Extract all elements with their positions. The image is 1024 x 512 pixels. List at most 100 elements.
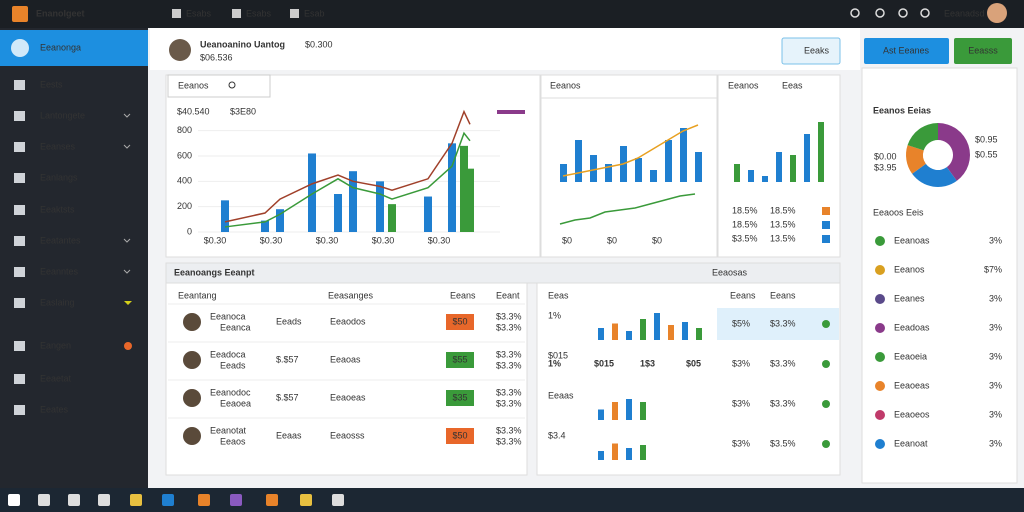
header-button[interactable] [781,37,841,65]
nav-item[interactable]: Lantongete [40,110,85,120]
bar [682,322,688,340]
section-link[interactable]: Eeaosas [712,267,748,277]
list-item[interactable]: Eeanoas [894,235,930,245]
row-sub: Eeanca [220,322,251,332]
list-item[interactable]: Eeanoat [894,438,928,448]
user-avatar[interactable] [987,3,1007,23]
taskbar-icon[interactable] [332,494,344,506]
nav-icon [14,111,25,121]
search-icon [228,81,236,89]
row-pct: $3% [732,438,750,448]
taskbar-icon[interactable] [198,494,210,506]
bar [762,176,768,182]
list-pct: 3% [989,235,1002,245]
toolbar-icon[interactable] [875,8,885,18]
nav-item[interactable]: Eeaetat [40,373,72,383]
trend-line [562,124,699,177]
row-pct: $3.3% [496,436,522,446]
bar [612,323,618,340]
primary-button-label[interactable]: Ast Eeanes [883,45,930,55]
taskbar-icon[interactable] [38,494,50,506]
row-badge [446,428,474,444]
list-item[interactable]: Eeanes [894,293,925,303]
list-pct: 3% [989,380,1002,390]
bar [605,164,612,182]
search-text[interactable]: Eeanos [178,80,209,90]
row-pct: $3.3% [496,387,522,397]
toolbar-icon[interactable] [850,8,860,18]
list-item[interactable]: Eeaoeas [894,380,930,390]
header-button-label[interactable]: Eeaks [804,45,830,55]
row-pct: $3.3% [496,398,522,408]
nav-item[interactable]: Eests [40,79,63,89]
bar [376,181,384,232]
row-icon[interactable] [822,400,830,408]
y-tick-label: 400 [177,176,192,186]
nav-icon [14,374,25,384]
tab[interactable]: Esab [304,8,325,18]
list-item[interactable]: Eeaoeia [894,351,927,361]
column-header: Eeans [450,290,476,300]
bar [626,448,632,460]
bar [598,451,604,460]
row-icon[interactable] [822,440,830,448]
nav-item[interactable]: Eanlangs [40,172,78,182]
taskbar-icon[interactable] [130,494,142,506]
nav-item[interactable]: Eeaktsts [40,204,75,214]
row-avatar [183,313,201,331]
badge-label: $50 [452,430,467,440]
column-header: Eeant [496,290,520,300]
list-icon [875,410,885,420]
x-tick-label: $0 [562,235,572,245]
row-pct: $3.3% [770,318,796,328]
bar [695,152,702,182]
page-header [150,28,860,70]
nav-icon [14,142,25,152]
chevron [123,144,131,149]
nav-item[interactable]: Eeanses [40,141,76,151]
row-sub: Eeaos [220,436,246,446]
row-icon[interactable] [822,320,830,328]
primary-button[interactable] [864,38,949,64]
toolbar-icon[interactable] [920,8,930,18]
toolbar-icon[interactable] [898,8,908,18]
row-pct: $3.3% [496,360,522,370]
section-title: Eeanoangs Eeanpt [174,267,255,277]
donut-label: $0.00 [874,151,897,161]
green-button[interactable] [954,38,1012,64]
taskbar-icon[interactable] [162,494,174,506]
taskbar-icon[interactable] [300,494,312,506]
column-header: Eeantang [178,290,217,300]
chevron [123,238,131,243]
nav-item[interactable]: Eeatantes [40,235,81,245]
search-box[interactable] [167,74,271,98]
list-item[interactable]: Eeadoas [894,322,930,332]
taskbar-icon[interactable] [230,494,242,506]
nav-item[interactable]: Eeanntes [40,266,79,276]
donut-slice [912,163,957,188]
taskbar-icon[interactable] [98,494,110,506]
bar [466,168,474,232]
taskbar-icon[interactable] [8,494,20,506]
nav-item[interactable]: Eeates [40,404,69,414]
tab[interactable]: Esabs [186,8,212,18]
green-button-label[interactable]: Eeasss [968,45,998,55]
row-icon[interactable] [822,360,830,368]
list-item[interactable]: Eeaoeos [894,409,930,419]
bar [460,145,468,232]
row-badge [446,352,474,368]
taskbar-icon[interactable] [68,494,80,506]
list-item[interactable]: Eeanos [894,264,925,274]
card-title: Eeanos [728,80,759,90]
nav-item[interactable]: Easlaing [40,297,75,307]
stat-value: 13.5% [770,233,796,243]
tab[interactable]: Esabs [246,8,272,18]
taskbar-icon[interactable] [266,494,278,506]
legend: $40.540 [177,106,210,116]
nav-item[interactable]: Eeanonga [40,42,81,52]
row-badge [446,314,474,330]
page-subtitle: $06.536 [200,52,233,62]
nav-item[interactable]: Eangen [40,340,71,350]
row-cell: $3.4 [548,430,566,440]
bar [349,171,357,232]
